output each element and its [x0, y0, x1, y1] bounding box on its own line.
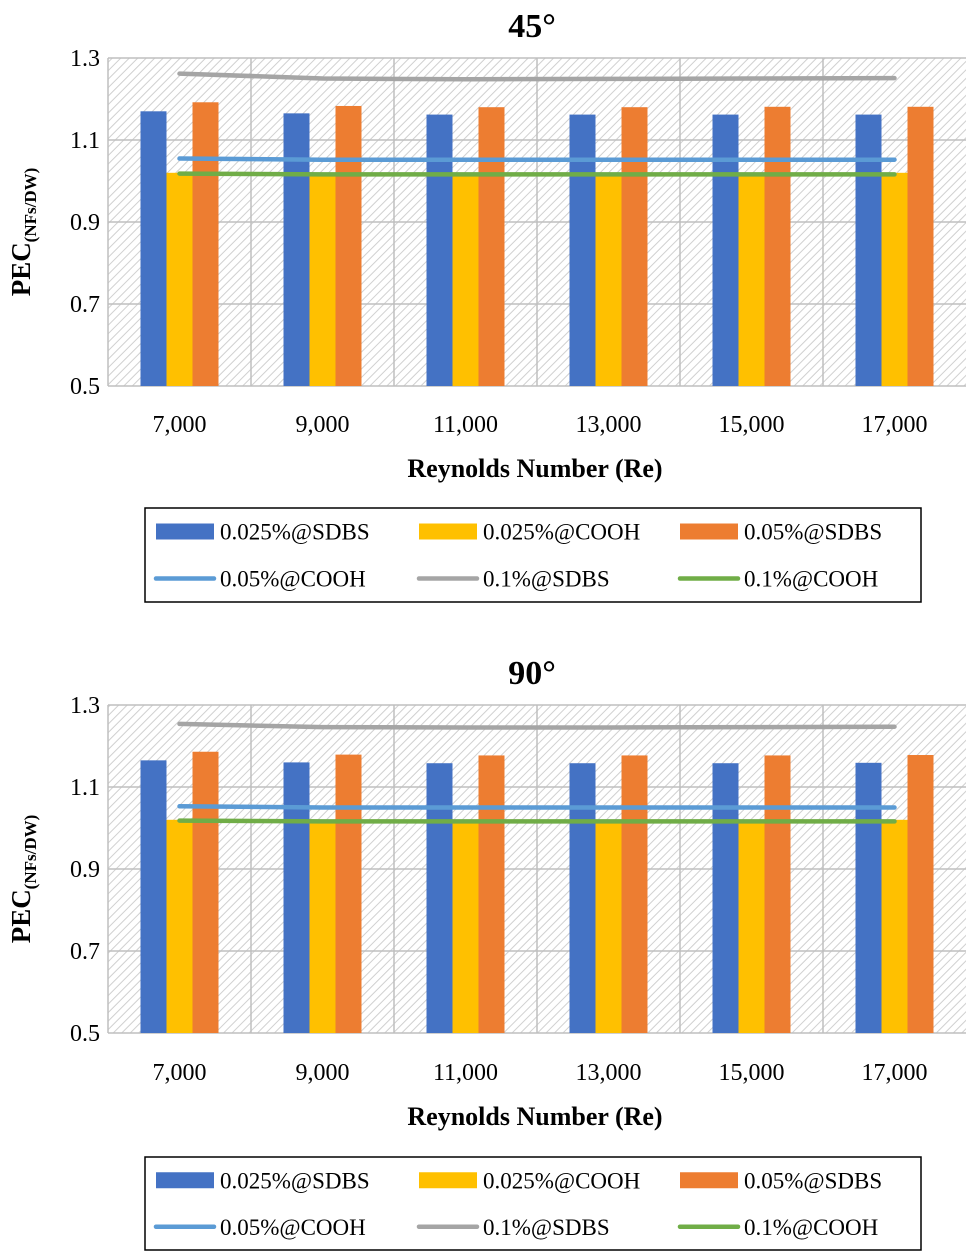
- x-tick-label: 11,000: [433, 1060, 498, 1086]
- bar-0.025%@SDBS: [426, 763, 453, 1033]
- bar-0.025%@COOH: [166, 172, 193, 386]
- y-axis-label-main: PEC: [6, 242, 36, 296]
- y-axis-label-subscript: (NFs/DW): [21, 168, 40, 243]
- legend-swatch: [419, 1172, 477, 1189]
- legend: 0.025%@SDBS 0.025%@COOH 0.05%@SDBS 0.05%@CO…: [144, 507, 922, 603]
- bar-0.025%@SDBS: [712, 114, 739, 386]
- line-0.1%@COOH: [177, 171, 897, 177]
- legend-swatch: [419, 523, 477, 540]
- line-0.1%@SDBS: [177, 721, 897, 730]
- y-tick-label: 0.9: [70, 210, 100, 236]
- chart-title: 90°: [508, 655, 556, 692]
- x-tick-label: 11,000: [433, 412, 498, 438]
- bar-0.05%@SDBS: [764, 755, 791, 1033]
- y-tick-label: 0.7: [70, 939, 100, 965]
- bar-0.025%@COOH: [309, 172, 336, 386]
- bar-0.025%@COOH: [595, 172, 622, 386]
- y-tick-label: 1.3: [70, 46, 100, 72]
- legend-label: 0.1%@COOH: [744, 1215, 878, 1240]
- x-tick-label: 9,000: [296, 412, 350, 438]
- bar-0.05%@SDBS: [907, 755, 934, 1033]
- x-axis-label: Reynolds Number (Re): [407, 454, 662, 483]
- chart-45-degree: 45° 0.5 0.7 0.9 1.1 1.3 7,000 9,000 11,000 13,000…: [6, 8, 966, 603]
- bar-0.05%@SDBS: [478, 107, 505, 386]
- bar-0.025%@SDBS: [426, 114, 453, 386]
- y-axis-label-main: PEC: [6, 889, 36, 943]
- y-axis-label: PEC(NFs/DW): [6, 168, 40, 297]
- bar-0.025%@COOH: [595, 819, 622, 1033]
- bar-0.05%@SDBS: [478, 755, 505, 1033]
- bar-0.05%@SDBS: [335, 105, 362, 386]
- bar-0.025%@COOH: [881, 819, 908, 1033]
- legend-swatch: [680, 1172, 738, 1189]
- bar-0.025%@SDBS: [569, 763, 596, 1033]
- legend-label: 0.1%@COOH: [744, 567, 878, 592]
- legend-label: 0.1%@SDBS: [483, 567, 610, 592]
- legend-label: 0.1%@SDBS: [483, 1215, 610, 1240]
- line-0.05%@COOH: [177, 804, 897, 810]
- bar-0.025%@SDBS: [283, 762, 310, 1033]
- y-tick-label: 0.5: [70, 1021, 100, 1047]
- x-axis-label: Reynolds Number (Re): [407, 1102, 662, 1131]
- legend: 0.025%@SDBS 0.025%@COOH 0.05%@SDBS 0.05%@CO…: [144, 1156, 922, 1251]
- x-tick-label: 9,000: [296, 1060, 350, 1086]
- legend-swatch: [156, 523, 214, 540]
- bar-0.05%@SDBS: [192, 751, 219, 1033]
- bar-0.025%@SDBS: [569, 114, 596, 386]
- y-tick-label: 1.1: [70, 775, 100, 801]
- legend-label: 0.025%@COOH: [483, 1168, 640, 1193]
- bar-0.05%@SDBS: [335, 754, 362, 1033]
- legend-label: 0.05%@COOH: [220, 567, 366, 592]
- bar-0.025%@COOH: [452, 819, 479, 1033]
- legend-label: 0.025%@COOH: [483, 520, 640, 545]
- x-tick-label: 15,000: [719, 1060, 785, 1086]
- x-tick-label: 17,000: [862, 1060, 928, 1086]
- y-tick-label: 0.5: [70, 374, 100, 400]
- y-tick-label: 0.9: [70, 857, 100, 883]
- bar-0.025%@SDBS: [140, 111, 167, 387]
- bar-0.05%@SDBS: [192, 102, 219, 386]
- chart-title: 45°: [508, 8, 556, 45]
- bar-0.025%@COOH: [309, 819, 336, 1033]
- legend-label: 0.025%@SDBS: [220, 520, 370, 545]
- bar-0.05%@SDBS: [907, 106, 934, 386]
- bar-0.025%@COOH: [738, 819, 765, 1033]
- legend-swatch: [680, 523, 738, 540]
- legend-label: 0.05%@SDBS: [744, 520, 882, 545]
- bar-0.025%@SDBS: [855, 762, 882, 1033]
- y-axis-label: PEC(NFs/DW): [6, 815, 40, 944]
- x-tick-label: 7,000: [153, 1060, 207, 1086]
- x-tick-label: 7,000: [153, 412, 207, 438]
- x-tick-label: 13,000: [576, 412, 642, 438]
- bar-0.025%@COOH: [166, 819, 193, 1033]
- legend-box: [144, 507, 922, 603]
- legend-label: 0.05%@COOH: [220, 1215, 366, 1240]
- bar-0.025%@COOH: [738, 172, 765, 386]
- line-0.1%@SDBS: [177, 71, 897, 82]
- line-0.1%@COOH: [177, 818, 897, 824]
- y-axis-label-subscript: (NFs/DW): [21, 815, 40, 890]
- bar-0.05%@SDBS: [621, 107, 648, 386]
- y-tick-label: 1.1: [70, 128, 100, 154]
- bar-0.025%@COOH: [452, 172, 479, 386]
- x-tick-label: 15,000: [719, 412, 785, 438]
- legend-swatch: [156, 1172, 214, 1189]
- line-0.05%@COOH: [177, 156, 897, 162]
- legend-label: 0.05%@SDBS: [744, 1168, 882, 1193]
- chart-90-degree: 90° 0.5 0.7 0.9 1.1 1.3 7,000 9,000 11,000 13,000…: [6, 655, 966, 1251]
- y-tick-label: 0.7: [70, 292, 100, 318]
- bar-0.025%@SDBS: [283, 113, 310, 386]
- legend-label: 0.025%@SDBS: [220, 1168, 370, 1193]
- bar-0.05%@SDBS: [621, 755, 648, 1033]
- legend-box: [144, 1156, 922, 1251]
- x-tick-label: 13,000: [576, 1060, 642, 1086]
- bar-0.025%@COOH: [881, 172, 908, 386]
- bar-0.025%@SDBS: [712, 763, 739, 1033]
- y-tick-label: 1.3: [70, 693, 100, 719]
- bar-0.05%@SDBS: [764, 106, 791, 386]
- bar-0.025%@SDBS: [140, 760, 167, 1033]
- x-tick-label: 17,000: [862, 412, 928, 438]
- bar-0.025%@SDBS: [855, 114, 882, 386]
